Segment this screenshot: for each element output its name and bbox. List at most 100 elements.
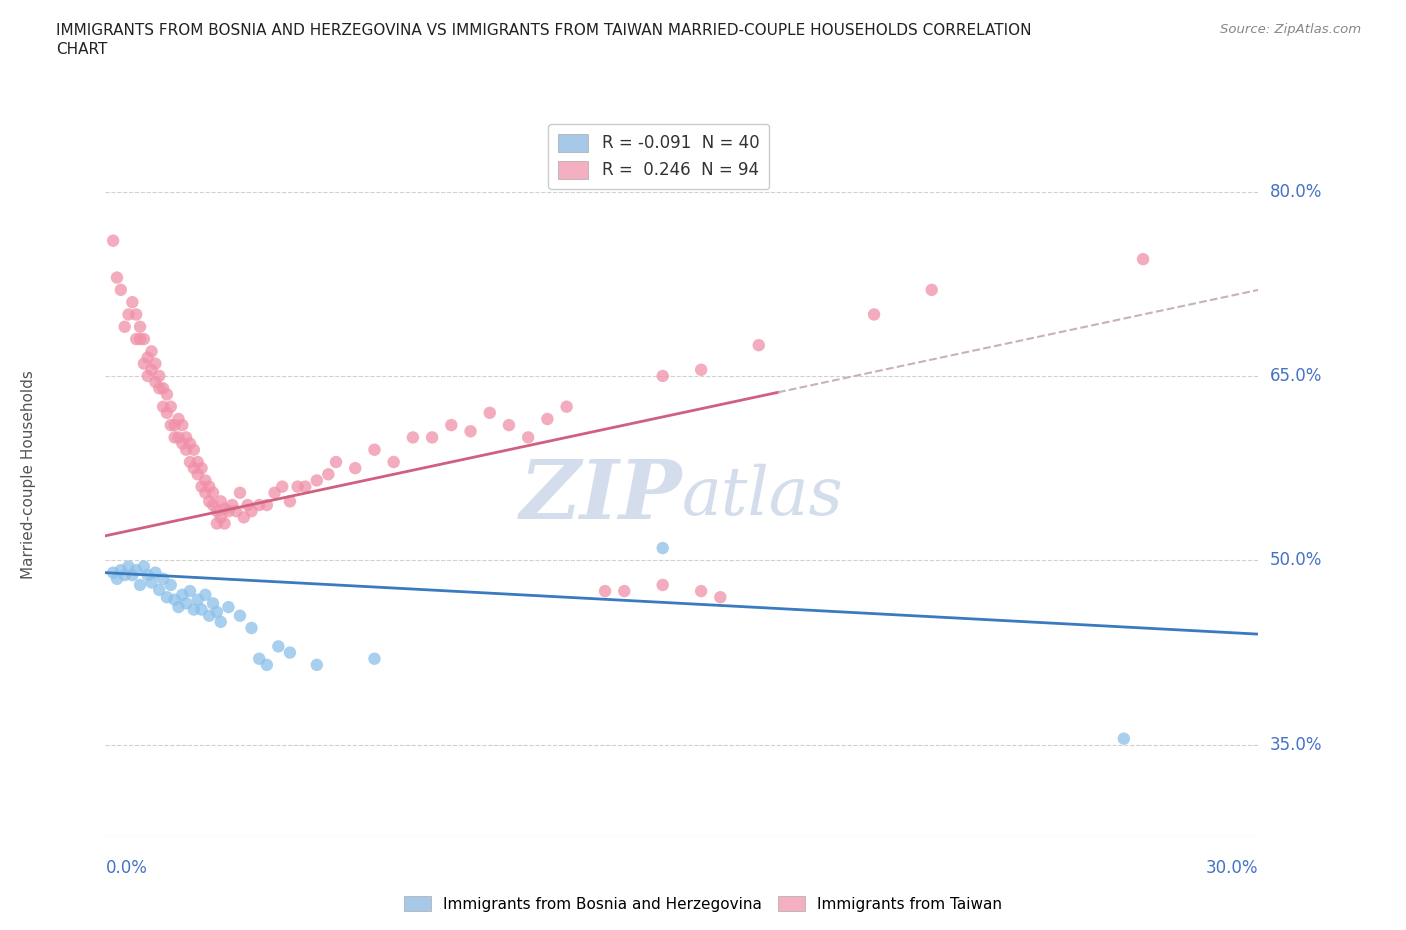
Point xyxy=(101,565,124,580)
Point xyxy=(145,356,167,371)
Point xyxy=(202,596,225,611)
Point xyxy=(256,498,278,512)
Point xyxy=(221,498,243,512)
Point xyxy=(136,567,159,582)
Point xyxy=(318,467,340,482)
Point xyxy=(263,485,285,500)
Point xyxy=(167,430,190,445)
Point xyxy=(172,418,194,432)
Point xyxy=(159,418,181,432)
Point xyxy=(132,356,155,371)
Point xyxy=(651,578,673,592)
Text: CHART: CHART xyxy=(56,42,108,57)
Point xyxy=(344,460,367,475)
Point xyxy=(172,436,194,451)
Point xyxy=(205,504,228,519)
Point xyxy=(148,582,170,597)
Point xyxy=(152,571,174,586)
Point xyxy=(209,494,232,509)
Legend: R = -0.091  N = 40, R =  0.246  N = 94: R = -0.091 N = 40, R = 0.246 N = 94 xyxy=(548,124,769,189)
Point xyxy=(690,584,713,599)
Text: 50.0%: 50.0% xyxy=(1270,551,1322,569)
Point xyxy=(214,501,236,516)
Point xyxy=(517,430,540,445)
Point xyxy=(156,387,179,402)
Point xyxy=(402,430,425,445)
Point xyxy=(651,368,673,383)
Point xyxy=(247,498,270,512)
Point xyxy=(125,332,148,347)
Point xyxy=(478,405,501,420)
Point xyxy=(420,430,443,445)
Point xyxy=(105,270,128,285)
Text: IMMIGRANTS FROM BOSNIA AND HERZEGOVINA VS IMMIGRANTS FROM TAIWAN MARRIED-COUPLE : IMMIGRANTS FROM BOSNIA AND HERZEGOVINA V… xyxy=(56,23,1032,38)
Point xyxy=(114,567,136,582)
Point xyxy=(555,399,578,414)
Point xyxy=(363,651,385,666)
Point xyxy=(125,307,148,322)
Point xyxy=(110,283,132,298)
Text: ZIP: ZIP xyxy=(519,456,682,536)
Point xyxy=(129,319,152,334)
Point xyxy=(159,578,181,592)
Point xyxy=(240,504,263,519)
Point xyxy=(205,604,228,619)
Point xyxy=(305,473,328,488)
Point xyxy=(278,494,301,509)
Point xyxy=(141,575,163,590)
Point xyxy=(179,584,201,599)
Point xyxy=(163,592,186,607)
Text: 30.0%: 30.0% xyxy=(1206,859,1258,877)
Point xyxy=(187,467,209,482)
Point xyxy=(179,436,201,451)
Point xyxy=(174,430,197,445)
Point xyxy=(382,455,405,470)
Point xyxy=(114,319,136,334)
Point xyxy=(225,504,247,519)
Point xyxy=(202,498,225,512)
Point xyxy=(232,510,254,525)
Point xyxy=(136,350,159,365)
Point xyxy=(921,283,943,298)
Point xyxy=(141,363,163,378)
Text: Source: ZipAtlas.com: Source: ZipAtlas.com xyxy=(1220,23,1361,36)
Point xyxy=(129,332,152,347)
Point xyxy=(651,540,673,555)
Point xyxy=(183,602,205,617)
Point xyxy=(129,578,152,592)
Point xyxy=(198,608,221,623)
Point xyxy=(209,615,232,630)
Point xyxy=(152,399,174,414)
Point xyxy=(236,498,259,512)
Point xyxy=(1132,252,1154,267)
Point xyxy=(240,620,263,635)
Point xyxy=(172,588,194,603)
Point xyxy=(183,460,205,475)
Point xyxy=(460,424,482,439)
Point xyxy=(498,418,520,432)
Point xyxy=(148,368,170,383)
Point xyxy=(174,443,197,458)
Text: 80.0%: 80.0% xyxy=(1270,182,1322,201)
Point xyxy=(163,430,186,445)
Point xyxy=(156,405,179,420)
Point xyxy=(167,600,190,615)
Point xyxy=(209,510,232,525)
Text: 0.0%: 0.0% xyxy=(105,859,148,877)
Point xyxy=(267,639,290,654)
Point xyxy=(125,563,148,578)
Point xyxy=(690,363,713,378)
Point xyxy=(194,588,217,603)
Point xyxy=(294,479,316,494)
Point xyxy=(145,375,167,390)
Legend: Immigrants from Bosnia and Herzegovina, Immigrants from Taiwan: Immigrants from Bosnia and Herzegovina, … xyxy=(398,889,1008,918)
Point xyxy=(121,295,143,310)
Point xyxy=(613,584,636,599)
Point xyxy=(198,479,221,494)
Point xyxy=(1112,731,1135,746)
Point xyxy=(190,479,212,494)
Point xyxy=(174,596,197,611)
Point xyxy=(205,516,228,531)
Point xyxy=(179,455,201,470)
Point xyxy=(247,651,270,666)
